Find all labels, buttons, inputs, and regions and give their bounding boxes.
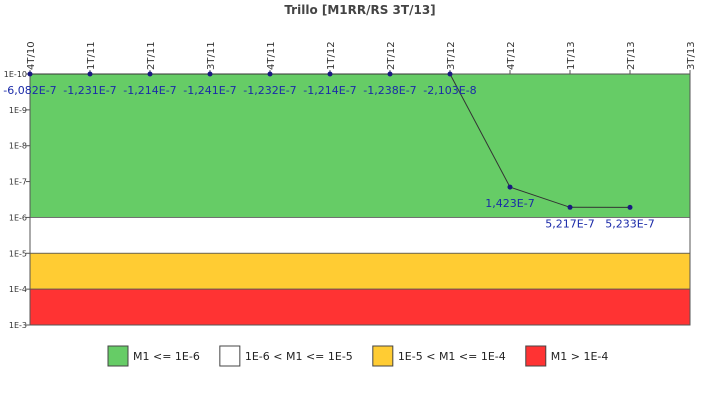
- band: [29, 288, 691, 326]
- legend-label: M1 > 1E-4: [551, 350, 609, 363]
- x-tick-label: 4T/11: [266, 41, 277, 70]
- legend-label: 1E-6 < M1 <= 1E-5: [245, 350, 353, 363]
- y-tick-label: 1E-4: [9, 285, 27, 294]
- point: [147, 71, 153, 77]
- value-label: -1,214E-7: [123, 84, 176, 97]
- x-tick-label: 4T/12: [506, 41, 517, 70]
- point: [207, 71, 213, 77]
- value-label: -1,238E-7: [363, 84, 416, 97]
- point: [327, 71, 333, 77]
- legend-swatch: [219, 345, 241, 367]
- x-tick-label: 3T/11: [206, 41, 217, 70]
- band: [29, 217, 691, 254]
- legend-label: M1 <= 1E-6: [133, 350, 200, 363]
- y-tick-label: 1E-6: [9, 213, 27, 222]
- legend-swatch: [525, 345, 547, 367]
- x-tick-label: 2T/13: [626, 41, 637, 70]
- band: [29, 252, 691, 290]
- value-label: 5,233E-7: [605, 217, 654, 230]
- y-tick-label: 1E-7: [9, 178, 27, 187]
- value-label: -1,214E-7: [303, 84, 356, 97]
- point: [567, 204, 573, 210]
- value-label: 1,423E-7: [485, 197, 534, 210]
- value-label: -2,103E-8: [423, 84, 476, 97]
- x-tick-label: 1T/13: [566, 41, 577, 70]
- value-label: -1,241E-7: [183, 84, 236, 97]
- x-tick-label: 1T/12: [326, 41, 337, 70]
- value-label: -6,082E-7: [3, 84, 56, 97]
- value-label: -1,232E-7: [243, 84, 296, 97]
- x-tick-label: 1T/11: [86, 41, 97, 70]
- legend-label: 1E-5 < M1 <= 1E-4: [398, 350, 506, 363]
- y-tick-label: 1E-9: [9, 106, 27, 115]
- legend-swatch: [372, 345, 394, 367]
- x-tick-label: 4T/10: [26, 41, 37, 70]
- x-tick-label: 2T/12: [386, 41, 397, 70]
- point: [507, 184, 513, 190]
- x-tick-label: 3T/13: [686, 41, 697, 70]
- point: [447, 71, 453, 77]
- point: [267, 71, 273, 77]
- y-tick-label: 1E-8: [9, 142, 27, 151]
- y-tick-label: 1E-5: [9, 249, 27, 258]
- x-tick-label: 3T/12: [446, 41, 457, 70]
- band: [29, 73, 691, 218]
- x-tick-label: 2T/11: [146, 41, 157, 70]
- value-label: -1,231E-7: [63, 84, 116, 97]
- point: [627, 204, 633, 210]
- legend-swatch: [107, 345, 129, 367]
- point: [87, 71, 93, 77]
- value-label: 5,217E-7: [545, 217, 594, 230]
- chart-title: Trillo [M1RR/RS 3T/13]: [284, 3, 435, 17]
- y-tick-label: 1E-10: [4, 70, 27, 79]
- point: [27, 71, 33, 77]
- point: [387, 71, 393, 77]
- y-tick-label: 1E-3: [9, 321, 27, 330]
